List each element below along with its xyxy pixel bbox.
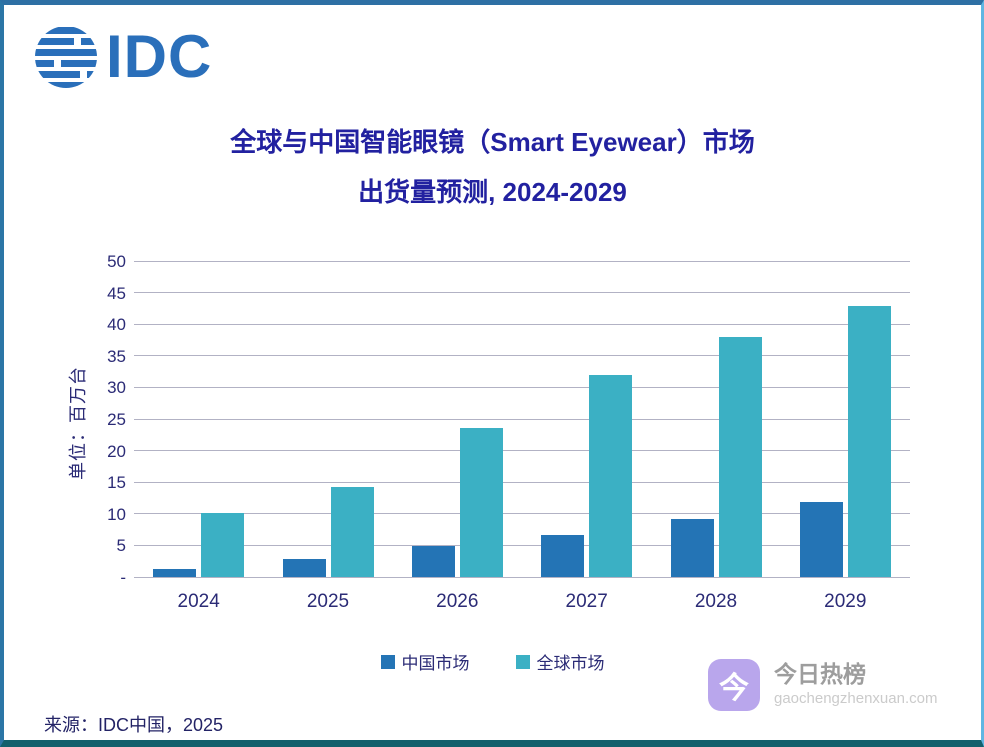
watermark-texts: 今日热榜 gaochengzhenxuan.com [774, 659, 937, 709]
gridline-40 [134, 323, 910, 325]
bar-中国市场-2025 [282, 558, 326, 577]
bar-中国市场-2026 [411, 546, 455, 577]
x-label-2027: 2027 [565, 591, 608, 612]
y-tick-25: 25 [107, 410, 126, 429]
y-axis-ticks: - 5 10 15 20 25 30 35 40 45 50 [86, 253, 126, 586]
plot-area [134, 260, 910, 578]
bar-中国市场-2028 [670, 518, 714, 577]
bar-中国市场-2027 [541, 534, 585, 577]
bar-全球市场-2029 [847, 305, 891, 577]
y-tick-30: 30 [107, 378, 126, 398]
x-label-2024: 2024 [177, 591, 220, 612]
source-note: 来源：IDC中国，2025 [44, 715, 224, 735]
gridline-25 [134, 418, 910, 420]
watermark-url: gaochengzhenxuan.com [774, 690, 938, 707]
idc-logo-text: IDC [106, 23, 213, 90]
y-tick-50: 50 [107, 252, 126, 271]
y-tick-35: 35 [107, 346, 126, 366]
x-label-2028: 2028 [694, 591, 738, 612]
x-label-2025: 2025 [306, 591, 350, 612]
y-tick-0: - [120, 568, 126, 587]
legend-item-china: 中国市场 [380, 649, 470, 674]
watermark: 今 今日热榜 gaochengzhenxuan.com [708, 659, 937, 711]
gridline-10 [134, 513, 910, 515]
gridline-35 [134, 355, 910, 357]
y-tick-10: 10 [107, 504, 126, 524]
y-tick-20: 20 [107, 441, 126, 461]
chart-title-line1: 全球与中国智能眼镜（Smart Eyewear）市场 [230, 127, 755, 157]
legend-item-global: 全球市场 [515, 649, 605, 674]
legend-swatch-china [380, 654, 395, 669]
idc-logo: IDC [34, 25, 212, 89]
y-tick-45: 45 [107, 283, 126, 303]
bar-全球市场-2027 [589, 374, 633, 577]
y-tick-15: 15 [107, 473, 126, 493]
bar-全球市场-2024 [201, 512, 245, 577]
legend-label-china: 中国市场 [401, 654, 470, 673]
y-axis-label: 单位：百万台 [68, 366, 88, 480]
gridline-30 [134, 386, 910, 388]
gridline-15 [134, 481, 910, 483]
gridline-20 [134, 450, 910, 452]
x-label-2029: 2029 [824, 591, 867, 612]
gridline-5 [134, 544, 910, 546]
chart-title-line2: 出货量预测, 2024-2029 [358, 177, 627, 207]
gridline-45 [134, 292, 910, 294]
gridline-0 [134, 576, 910, 578]
hot-list-app-icon: 今 [708, 659, 760, 711]
x-axis-labels: 2024 2025 2026 2027 2028 2029 [134, 591, 910, 617]
legend-swatch-global [515, 654, 530, 669]
bar-中国市场-2029 [799, 502, 843, 577]
y-tick-40: 40 [107, 315, 126, 335]
watermark-name: 今日热榜 [774, 661, 866, 687]
bar-全球市场-2026 [459, 427, 503, 577]
bar-全球市场-2028 [718, 337, 762, 577]
chart-legend: 中国市场 全球市场 [4, 649, 981, 674]
x-label-2026: 2026 [436, 591, 479, 612]
legend-label-global: 全球市场 [536, 654, 605, 673]
bar-全球市场-2025 [330, 487, 374, 577]
y-tick-5: 5 [116, 536, 126, 556]
bar-中国市场-2024 [153, 568, 197, 577]
idc-globe-icon [35, 27, 97, 88]
gridline-50 [134, 260, 910, 262]
